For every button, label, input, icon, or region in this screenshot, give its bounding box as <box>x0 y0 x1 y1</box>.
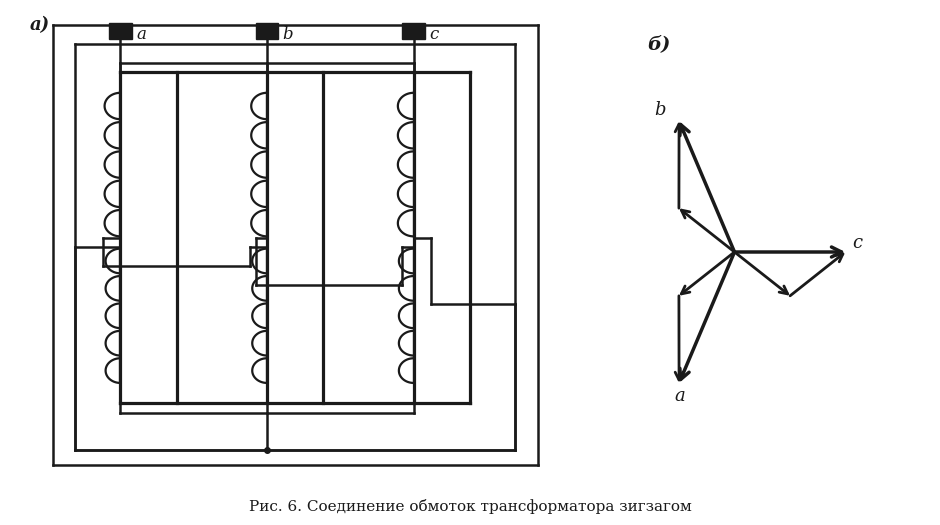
Text: Рис. 6. Соединение обмоток трансформатора зигзагом: Рис. 6. Соединение обмоток трансформатор… <box>248 499 692 514</box>
Bar <box>402 23 425 39</box>
Text: а): а) <box>30 16 50 34</box>
Text: b: b <box>283 26 293 43</box>
Text: b: b <box>654 101 666 119</box>
Bar <box>256 23 278 39</box>
Text: б): б) <box>647 35 670 53</box>
Text: c: c <box>430 26 439 43</box>
Text: a: a <box>136 26 146 43</box>
Text: a: a <box>674 386 685 405</box>
Bar <box>109 23 132 39</box>
Text: c: c <box>853 234 863 252</box>
